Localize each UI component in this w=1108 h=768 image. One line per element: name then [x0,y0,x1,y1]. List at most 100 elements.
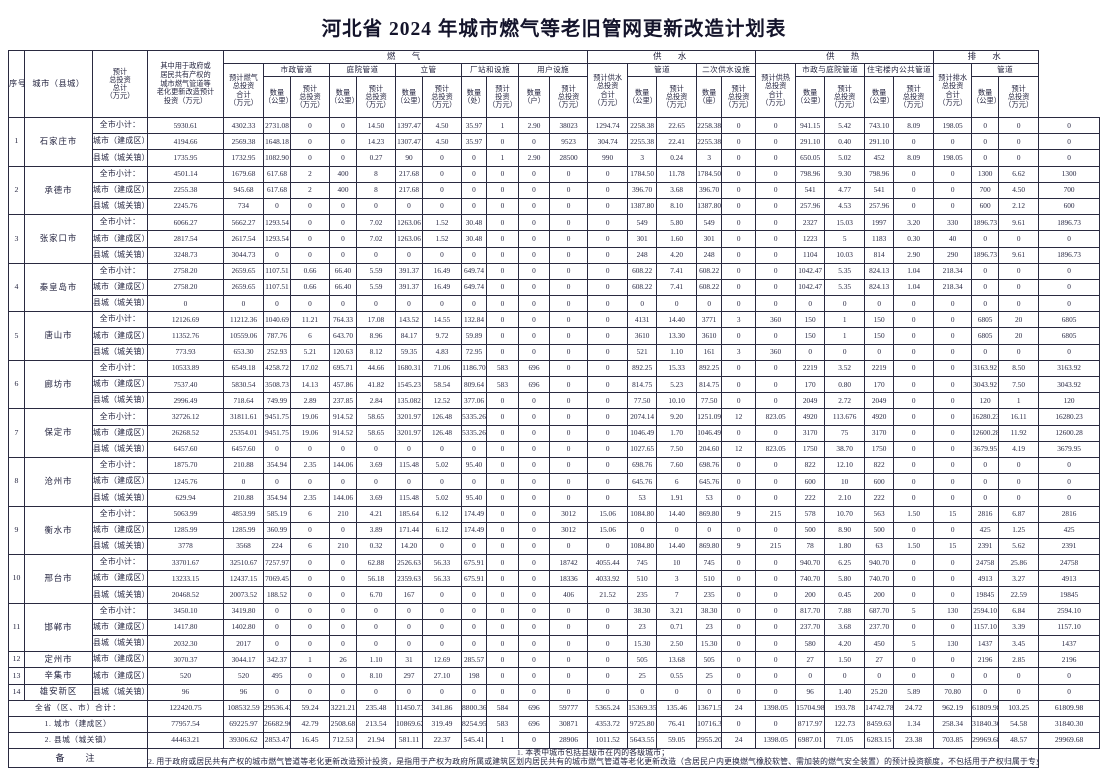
th-gas-riser: 立管 [395,63,462,77]
cell-value: 9.61 [998,214,1040,232]
total-cell-value: 10869.62 [395,715,423,734]
cell-value: 0 [971,278,1000,297]
table-row: 县城（城关镇）小计20468.5220073.52188.52006.70167… [9,586,1100,604]
th-unit-qty-km-5: 数量 （公里） [795,76,826,118]
cell-value: 0 [587,375,629,394]
cell-value: 0 [587,246,629,264]
total-cell-value: 3221.21 [329,699,357,717]
cell-value: 0 [721,586,757,604]
cell-value: 4.50 [422,133,462,151]
cell-value: 2659.65 [223,262,264,280]
cell-value: 798.96 [864,165,895,183]
cell-value: 0 [461,473,487,491]
cell-value: 30.48 [461,214,487,232]
cell-value: 95.40 [461,489,487,507]
cell-value: 5.35 [824,262,866,280]
cell-value: 0 [461,165,487,183]
th-unit-invest-8: 预计 总投资 （万元） [824,76,866,118]
cell-value: 0 [893,424,935,442]
cell-value: 0 [971,473,1000,491]
total-cell-value: 584 [486,699,519,717]
cell-value: 252.93 [263,343,291,361]
th-unit-qty-house: 数量 （户） [518,76,550,118]
cell-value: 53 [696,489,723,507]
cell-value: 495 [263,667,291,685]
cell-value: 3.69 [356,456,396,475]
cell-value: 1896.73 [971,214,1000,232]
cell-value: 10.70 [824,505,866,523]
cell-value: 0 [486,230,519,248]
cell-value: 0 [1038,343,1100,361]
cell-value: 38.30 [696,602,723,620]
cell-value: 0 [587,343,629,361]
cell-value: 0 [395,473,423,491]
cell-value: 19845 [971,586,1000,604]
cell-value: 0 [422,473,462,491]
cell-value: 0 [422,537,462,556]
row-index: 6 [8,359,25,410]
cell-value: 0 [486,554,519,572]
cell-value: 14.55 [422,311,462,329]
cell-value: 25354.01 [223,424,264,442]
table-row: 12定州市城市（建成区）小计3070.373044.17342.371261.1… [8,651,1100,669]
cell-value: 520 [147,667,224,685]
total-cell-value: 258.34 [933,715,973,734]
cell-value: 3610 [627,327,658,345]
cell-value: 0 [893,165,935,183]
cell-value: 26 [329,651,357,669]
cell-value: 0 [486,311,519,329]
cell-value: 14.23 [356,133,396,151]
cell-value: 198 [461,667,487,685]
cell-value: 0 [486,602,519,620]
cell-value: 3163.92 [1038,359,1100,378]
th-heat-total: 预计供热 总投资 合计 （万元） [755,63,797,118]
cell-value: 0 [548,537,589,556]
cell-value: 90 [395,149,423,167]
cell-value: 0 [329,214,357,232]
table-row: 县城（城关镇）小计1735.951732.951082.90000.279000… [9,149,1100,167]
total-row-label: 1. 城市（建成区） [8,715,148,734]
cell-value: 0 [627,295,658,313]
cell-value: 5.89 [893,683,935,701]
cell-value: 0 [893,197,935,216]
cell-value: 9.61 [998,246,1040,264]
cell-value: 5930.61 [147,116,224,135]
cell-value: 354.94 [263,489,291,507]
note-line: 1. 本表中城市包括县级市在内的各级城市； [516,748,670,758]
cell-value: 0 [486,473,519,491]
cell-value: 0 [263,440,291,458]
cell-value: 0 [518,505,550,523]
cell-value: 653.30 [223,343,264,361]
cell-value: 2817.54 [147,230,224,248]
total-cell-value: 31840.30 [1038,715,1100,734]
cell-value: 0 [587,683,629,701]
cell-value: 0 [518,230,550,248]
row-index: 2 [8,165,25,216]
cell-value: 290 [933,246,973,264]
cell-value: 6805 [1038,311,1100,329]
cell-value: 24758 [1038,554,1100,572]
cell-value: 0 [721,651,757,669]
cell-value: 0 [893,392,935,410]
cell-value: 0 [587,214,629,232]
cell-value: 817.70 [795,602,826,620]
cell-value: 171.44 [395,521,423,539]
cell-value: 0 [933,651,973,669]
cell-value: 4.20 [824,634,866,653]
cell-value: 25 [696,667,723,685]
total-cell-value: 23.38 [893,732,935,750]
cell-value: 301 [627,230,658,248]
cell-value: 0 [395,602,423,620]
cell-value: 617.68 [263,181,291,199]
cell-value: 0 [395,683,423,701]
cell-value: 0 [587,473,629,491]
row-scope-label: 县城（城关镇）小计 [92,197,148,216]
cell-value: 0 [329,618,357,637]
cell-value: 14.40 [656,311,698,329]
cell-value: 0 [548,618,589,637]
cell-value: 0 [721,392,757,410]
cell-value: 649.74 [461,262,487,280]
cell-value: 0 [548,440,589,458]
cell-value: 0 [721,246,757,264]
cell-value: 41.82 [356,375,396,394]
